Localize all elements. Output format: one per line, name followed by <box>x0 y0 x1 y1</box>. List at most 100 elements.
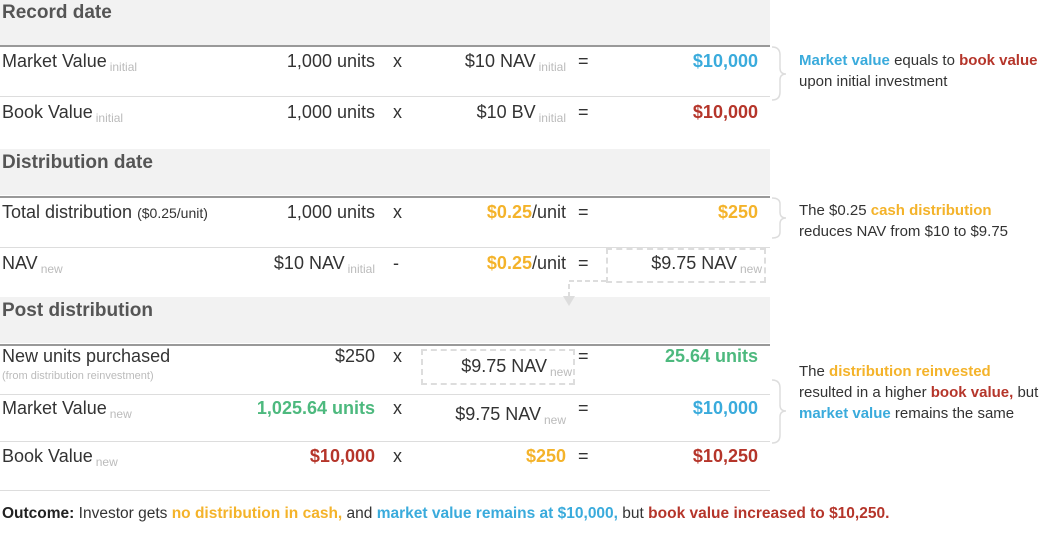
rate-text: $10 BV <box>476 102 536 122</box>
row: Total distribution ($0.25/unit) 1,000 un… <box>0 200 1047 224</box>
rate: $0.25/unit <box>487 251 566 275</box>
quantity: 1,000 units <box>286 202 375 222</box>
operator: x <box>393 346 402 366</box>
note-text: book value, <box>930 384 1014 401</box>
quantity: 1,000 units <box>286 51 375 71</box>
section-band <box>0 0 770 46</box>
section-band <box>0 297 770 343</box>
label-text: NAV <box>2 253 38 273</box>
subscript: initial <box>95 111 124 125</box>
subscript: initial <box>538 60 566 74</box>
equals: = <box>578 202 589 222</box>
label: Book Value new <box>2 444 118 470</box>
label: Market Value new <box>2 396 132 422</box>
label: Book Value initial <box>2 100 123 126</box>
row-rule <box>0 394 770 395</box>
arrow-head <box>563 296 575 306</box>
row-rule <box>0 96 770 97</box>
rate: $10 NAV initial <box>465 49 566 75</box>
note: The $0.25 cash distribution reduces NAV … <box>799 200 1045 242</box>
section-rule <box>0 344 770 346</box>
subscript: initial <box>109 60 138 74</box>
outcome-text: no distribution in cash, <box>171 505 343 522</box>
note-text: market value <box>799 405 891 422</box>
subscript: new <box>739 262 762 276</box>
subscript: new <box>543 413 566 427</box>
rate: $250 <box>525 446 566 466</box>
rate-unit: /unit <box>531 202 566 222</box>
label: Total distribution ($0.25/unit) <box>2 200 208 225</box>
brace <box>771 379 787 444</box>
note: Market value equals to book value upon i… <box>799 50 1045 92</box>
label-text: Book Value <box>2 102 93 122</box>
section-title: Record date <box>2 2 112 23</box>
outcome-text: book value increased to $10,250. <box>648 505 890 522</box>
label-text: New units purchased <box>2 346 171 366</box>
result: $10,000 <box>692 102 758 122</box>
operator: - <box>393 253 399 273</box>
subscript: initial <box>538 111 566 125</box>
note-text: Market value <box>799 52 890 69</box>
result: $9.75 NAV new <box>651 251 762 277</box>
note-text: equals to <box>894 52 955 69</box>
label-note: (from distribution reinvestment) <box>2 370 154 382</box>
equals: = <box>578 346 589 366</box>
rate-text: $9.75 NAV <box>461 356 547 376</box>
row: Market Value initial 1,000 units x $10 NA… <box>0 49 1047 75</box>
operator: x <box>393 446 402 466</box>
rate: $9.75 NAV new <box>455 402 566 428</box>
outcome-text: market value remains at $10,000, <box>376 505 618 522</box>
dashed-box <box>421 349 575 385</box>
result: $10,000 <box>692 398 758 418</box>
section-rule <box>0 45 770 47</box>
rate-unit: /unit <box>531 253 566 273</box>
note-text: The <box>799 363 825 380</box>
note-text: cash distribution <box>870 202 992 219</box>
note-text: upon initial investment <box>799 73 948 90</box>
note-text: resulted in a higher <box>799 384 927 401</box>
row: NAV new $10 NAV initial - $0.25/unit = $9.… <box>0 251 1047 277</box>
section-rule <box>0 196 770 198</box>
note-text: remains the same <box>894 405 1015 422</box>
label-text: Market Value <box>2 398 107 418</box>
operator: x <box>393 102 402 122</box>
subscript: initial <box>347 262 375 276</box>
outcome: Outcome: Investor gets no distribution i… <box>2 505 889 523</box>
label-note: ($0.25/unit) <box>137 205 208 221</box>
result-text: $9.75 NAV <box>651 253 737 273</box>
rate: $10 BV initial <box>477 100 566 126</box>
label-text: Book Value <box>2 446 93 466</box>
rate-text: $0.25 <box>486 202 532 222</box>
result: $10,000 <box>692 51 758 71</box>
rate: $0.25/unit <box>487 200 566 224</box>
note-text: The $0.25 <box>799 202 867 219</box>
note-text: but <box>1017 384 1039 401</box>
subscript: new <box>95 455 118 469</box>
quantity: 1,025.64 units <box>256 398 375 418</box>
outcome-label: Outcome: <box>2 505 75 522</box>
label-text: Market Value <box>2 51 107 71</box>
rate-text: $10 NAV <box>464 51 536 71</box>
note: The distribution reinvested resulted in … <box>799 361 1045 424</box>
equals: = <box>578 398 589 418</box>
quantity: $10,000 <box>309 446 375 466</box>
subscript: new <box>549 365 572 379</box>
quantity: 1,000 units <box>286 102 375 122</box>
note-text: distribution reinvested <box>829 363 991 380</box>
subscript: new <box>40 262 63 276</box>
row: Book Value initial 1,000 units x $10 BV in… <box>0 100 1047 126</box>
operator: x <box>393 202 402 222</box>
quantity: $10 NAV initial <box>274 251 375 277</box>
rate: $9.75 NAV new <box>461 354 572 380</box>
operator: x <box>393 398 402 418</box>
outcome-text: Investor gets <box>78 505 168 522</box>
section-title: Post distribution <box>2 300 153 321</box>
equals: = <box>578 51 589 71</box>
brace <box>771 197 787 239</box>
subscript: new <box>109 407 132 421</box>
result: 25.64 units <box>664 346 758 366</box>
row-rule <box>0 490 770 491</box>
rate-text: $9.75 NAV <box>455 404 541 424</box>
row-rule <box>0 441 770 442</box>
